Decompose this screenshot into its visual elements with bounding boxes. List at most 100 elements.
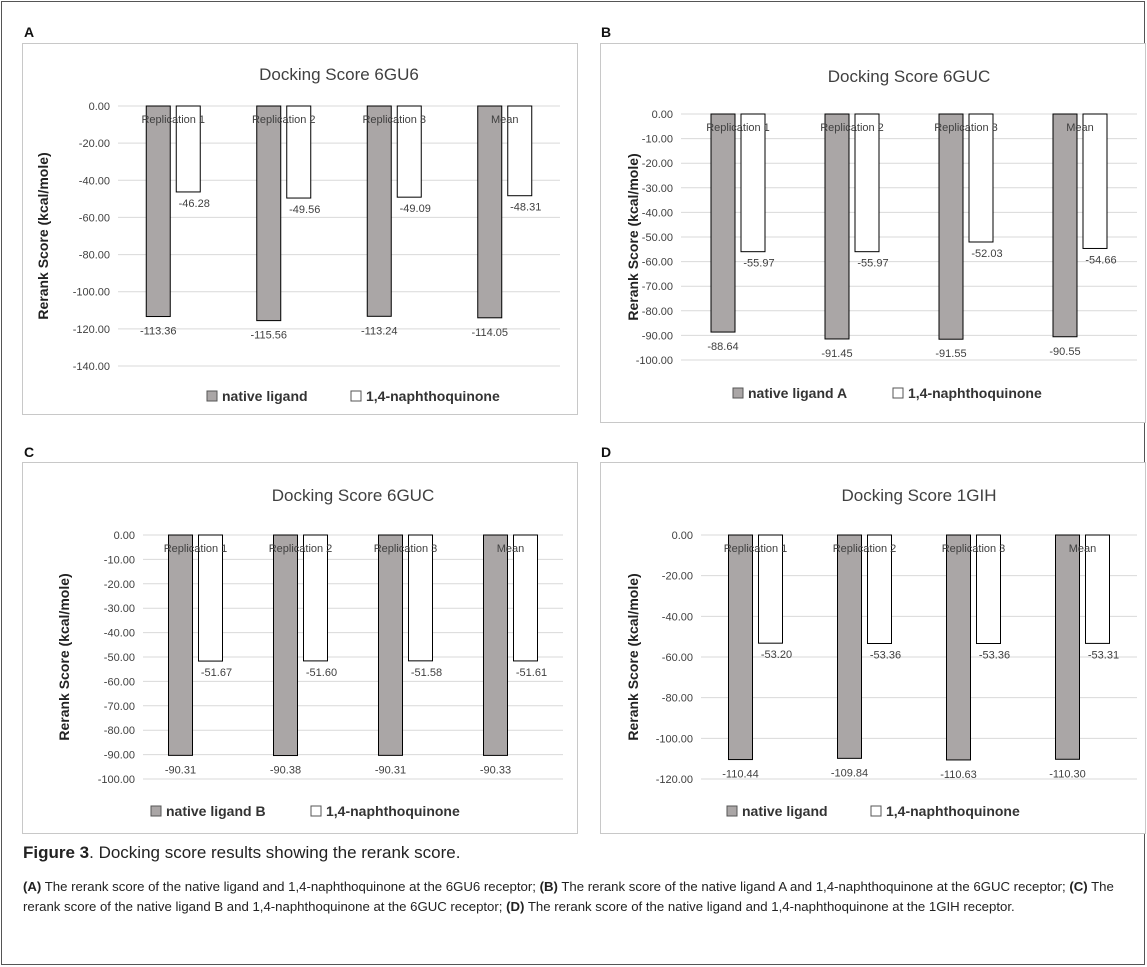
- data-label-naphthoquinone: -49.56: [289, 204, 320, 216]
- bar-native-ligand: [145, 105, 171, 318]
- legend-swatch-native: [206, 390, 218, 402]
- bar-native-ligand: [378, 534, 403, 756]
- category-label: Replication 2: [269, 543, 333, 555]
- bar-naphthoquinone: [740, 113, 766, 253]
- category-label: Mean: [1066, 122, 1094, 134]
- bar-native-ligand: [483, 534, 508, 756]
- data-label-native: -91.45: [821, 348, 852, 360]
- data-label-naphthoquinone: -54.66: [1085, 254, 1116, 266]
- bar-naphthoquinone: [396, 105, 422, 198]
- legend-swatch-native: [726, 805, 738, 817]
- y-tick-label: -80.00: [79, 250, 110, 262]
- figure-legend-text: (A) The rerank score of the native ligan…: [23, 877, 1133, 917]
- y-tick-label: -70.00: [104, 701, 135, 713]
- y-axis-label: Rerank Score (kcal/mole): [35, 152, 51, 319]
- y-tick-label: 0.00: [89, 101, 110, 113]
- figure-caption-label: Figure 3: [23, 843, 90, 862]
- data-label-naphthoquinone: -46.28: [179, 198, 210, 210]
- legend-a-label: (A): [23, 879, 42, 894]
- y-tick-label: -120.00: [73, 324, 110, 336]
- bar-native-ligand: [256, 105, 282, 322]
- data-label-naphthoquinone: -53.36: [979, 649, 1010, 661]
- y-tick-label: -80.00: [662, 693, 693, 705]
- category-label: Replication 1: [141, 114, 205, 126]
- data-label-naphthoquinone: -53.31: [1088, 649, 1119, 661]
- category-label: Replication 3: [362, 114, 426, 126]
- legend-c-text: The rerank score of the native ligand B …: [23, 879, 1114, 914]
- bar-native-ligand: [1052, 113, 1078, 338]
- bar-native-ligand: [366, 105, 392, 317]
- y-tick-label: -70.00: [642, 281, 673, 293]
- bar-native-ligand: [477, 105, 503, 319]
- category-label: Replication 2: [833, 543, 897, 555]
- data-label-native: -91.55: [935, 348, 966, 360]
- legend-label-native: native ligand B: [166, 803, 266, 819]
- y-tick-label: -60.00: [79, 212, 110, 224]
- y-tick-label: -10.00: [642, 134, 673, 146]
- legend-label-naphthoquinone: 1,4-naphthoquinone: [886, 803, 1020, 819]
- data-label-naphthoquinone: -55.97: [857, 258, 888, 270]
- panel-letter-a: A: [24, 24, 35, 40]
- chart-d: Docking Score 1GIH 0.00 -20.00 -40.00 -60.00…: [600, 462, 1146, 834]
- y-tick-label: -90.00: [104, 750, 135, 762]
- legend-label-naphthoquinone: 1,4-naphthoquinone: [908, 385, 1042, 401]
- bar-native-ligand: [938, 113, 964, 340]
- legend-d-text: The rerank score of the native ligand an…: [524, 899, 1015, 914]
- y-tick-label: -140.00: [73, 361, 110, 373]
- chart-title: Docking Score 6GU6: [259, 65, 419, 84]
- y-tick-label: -20.00: [662, 571, 693, 583]
- category-label: Replication 3: [934, 122, 998, 134]
- category-label: Replication 1: [724, 543, 788, 555]
- bar-naphthoquinone: [1082, 113, 1108, 249]
- chart-svg: Docking Score 1GIH 0.00 -20.00 -40.00 -60.00…: [625, 486, 1137, 819]
- bar-native-ligand: [710, 113, 736, 333]
- y-tick-label: -10.00: [104, 554, 135, 566]
- legend-c-label: (C): [1069, 879, 1088, 894]
- y-tick-label: -30.00: [642, 183, 673, 195]
- legend-b-label: (B): [539, 879, 558, 894]
- legend-label-native: native ligand A: [748, 385, 847, 401]
- data-label-native: -90.55: [1049, 346, 1080, 358]
- legend-label-naphthoquinone: 1,4-naphthoquinone: [366, 388, 500, 404]
- category-label: Replication 3: [942, 543, 1006, 555]
- y-tick-label: -40.00: [642, 207, 673, 219]
- data-label-naphthoquinone: -53.20: [761, 649, 792, 661]
- data-label-native: -113.36: [140, 326, 177, 338]
- legend-a-text: The rerank score of the native ligand an…: [41, 879, 540, 894]
- data-label-native: -88.64: [707, 341, 738, 353]
- legend-swatch-native: [732, 387, 744, 399]
- data-label-native: -109.84: [831, 767, 868, 779]
- panel-letter-b: B: [601, 24, 612, 40]
- y-tick-label: -80.00: [642, 306, 673, 318]
- bar-naphthoquinone: [1085, 534, 1110, 644]
- legend-label-native: native ligand: [742, 803, 828, 819]
- data-label-naphthoquinone: -49.09: [400, 203, 431, 215]
- data-label-native: -90.38: [270, 765, 301, 777]
- legend-swatch-naphthoquinone: [310, 805, 322, 817]
- category-label: Mean: [491, 114, 519, 126]
- data-label-native: -113.24: [361, 325, 398, 337]
- data-label-native: -90.31: [165, 764, 196, 776]
- legend-swatch-naphthoquinone: [350, 390, 362, 402]
- y-tick-label: -90.00: [642, 330, 673, 342]
- data-label-naphthoquinone: -52.03: [971, 248, 1002, 260]
- data-label-native: -90.33: [480, 764, 511, 776]
- y-tick-label: -60.00: [104, 676, 135, 688]
- bar-naphthoquinone: [854, 113, 880, 253]
- bar-native-ligand: [837, 534, 862, 759]
- data-label-native: -90.31: [375, 764, 406, 776]
- data-label-native: -114.05: [472, 327, 509, 339]
- category-label: Replication 2: [252, 114, 316, 126]
- y-tick-label: -40.00: [662, 611, 693, 623]
- chart-svg: Docking Score 6GUC 0.00 -10.00 -20.00 -30.00…: [625, 67, 1137, 401]
- chart-svg: Docking Score 6GU6 0.00 -20.00 -40.00 -60.00…: [35, 65, 560, 404]
- y-tick-label: -80.00: [104, 725, 135, 737]
- data-label-naphthoquinone: -53.36: [870, 649, 901, 661]
- bar-native-ligand: [728, 534, 753, 761]
- category-label: Replication 1: [706, 122, 770, 134]
- y-tick-label: -100.00: [636, 355, 673, 367]
- data-label-native: -110.30: [1049, 768, 1086, 780]
- bar-native-ligand: [824, 113, 850, 340]
- data-label-naphthoquinone: -51.58: [411, 667, 442, 679]
- bar-naphthoquinone: [758, 534, 783, 644]
